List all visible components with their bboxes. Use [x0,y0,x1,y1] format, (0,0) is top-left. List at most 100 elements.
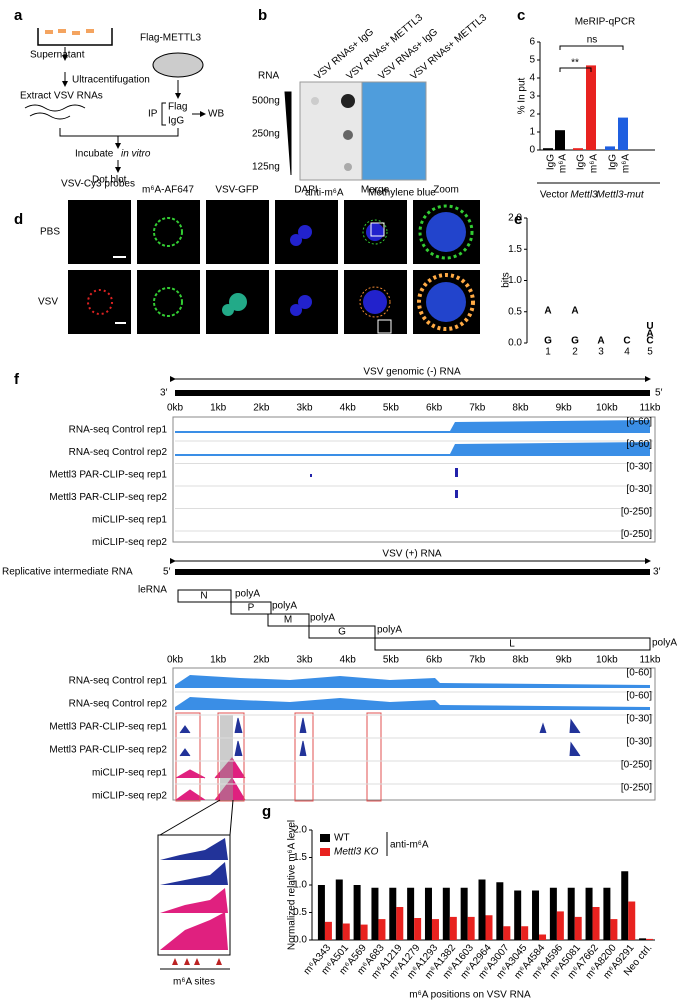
label: IgG [168,116,184,127]
range-label: [0-30] [626,714,652,725]
bar [442,887,450,940]
ruler-label: 2kb [253,403,270,414]
label: 5′ [163,567,171,578]
bar [514,890,522,940]
panel-label: b [258,7,267,24]
bar [621,871,629,940]
y-tick-label: 0.5 [508,306,522,317]
logo-letter: A [544,305,551,316]
bar [586,65,596,150]
label: Extract VSV RNAs [20,91,103,102]
label: VSV (+) RNA [382,549,442,560]
y-axis-label: bits [501,272,512,288]
bar [389,887,397,940]
bar [503,926,511,940]
range-label: [0-60] [626,668,652,679]
polya-label: polyA [310,613,335,624]
legend-label: Mettl3 KO [334,847,379,858]
ruler-label: 6kb [426,655,443,666]
x-tick-label: 3 [598,347,604,358]
gene-label: N [200,591,207,602]
ruler-label: 5kb [383,655,400,666]
bar [543,148,553,150]
range-label: [0-250] [621,783,652,794]
ruler-label: 4kb [340,655,357,666]
y-tick-label: 1.5 [293,852,307,863]
x-tick-label: 5 [647,347,653,358]
ruler-label: 0kb [167,655,184,666]
polya-label: polyA [652,638,677,649]
ruler-label: 5kb [383,403,400,414]
range-label: [0-250] [621,507,652,518]
logo-letter: G [544,336,552,347]
bar [378,919,386,940]
bar [335,879,343,940]
x-axis-label: m⁶A positions on VSV RNA [409,990,531,1001]
panel-label: d [14,211,23,228]
ruler-label: 2kb [253,655,270,666]
bar [360,924,368,940]
ruler-label: 7kb [469,403,486,414]
group-label: Mettl3 [570,190,598,201]
y-tick-label: 1.5 [508,244,522,255]
ruler-label: 1kb [210,655,227,666]
bar [628,901,636,940]
logo-letter: A [597,336,604,347]
label: IP [148,109,158,120]
y-tick-label: 1 [529,127,535,138]
label: VSV [38,297,58,308]
x-tick-label: m⁶A [558,154,569,173]
y-tick-label: 1.0 [508,275,522,286]
ruler-label: 9kb [556,403,573,414]
ruler-label: 6kb [426,403,443,414]
gene-label: G [338,627,346,638]
y-axis-label: % In put [517,77,528,114]
y-tick-label: 0.0 [508,338,522,349]
chart-title: MeRIP-qPCR [575,17,636,28]
track-label: Mettl3 PAR-CLIP-seq rep2 [49,492,167,503]
gene-label: L [509,639,515,650]
ruler-label: 10kb [596,403,618,414]
logo-letter: C [646,336,653,347]
range-label: [0-60] [626,439,652,450]
label: Dot blot [92,175,127,186]
bar [521,926,529,940]
track-label: RNA-seq Control rep1 [69,676,168,687]
label: 5′ [655,388,663,399]
track-label: Mettl3 PAR-CLIP-seq rep1 [49,722,167,733]
legend-swatch [320,834,330,842]
polya-label: polyA [377,625,402,636]
logo-letter: C [623,336,630,347]
y-tick-label: 4 [529,73,535,84]
label: m⁶A sites [173,977,215,988]
ruler-label: 4kb [340,403,357,414]
ruler-label: 10kb [596,655,618,666]
label: RNA [258,71,279,82]
x-tick-label: IgG [608,154,619,170]
range-label: [0-250] [621,529,652,540]
panel-label: c [517,7,525,24]
x-tick-label: m⁶A [589,154,600,173]
bar [353,885,361,940]
layout-shapes [24,28,656,970]
bar [485,915,493,940]
bar [573,148,583,150]
track-label: Mettl3 PAR-CLIP-seq rep2 [49,745,167,756]
label: 3′ [653,567,661,578]
label: 3′ [160,388,168,399]
label: Flag [168,102,187,113]
label: Methylene blue [368,188,436,199]
bar [592,907,600,940]
x-tick-label: 4 [624,347,630,358]
column-label: VSV-Cy3 probes [61,179,135,190]
sig: ** [571,58,579,69]
polya-label: polyA [235,589,260,600]
y-tick-label: 3 [529,91,535,102]
bar [603,887,611,940]
label: in vitro [121,149,151,160]
bar [585,887,593,940]
label: Flag-METTL3 [140,33,202,44]
bar [431,919,439,940]
bar [324,921,332,940]
bar [414,918,422,940]
